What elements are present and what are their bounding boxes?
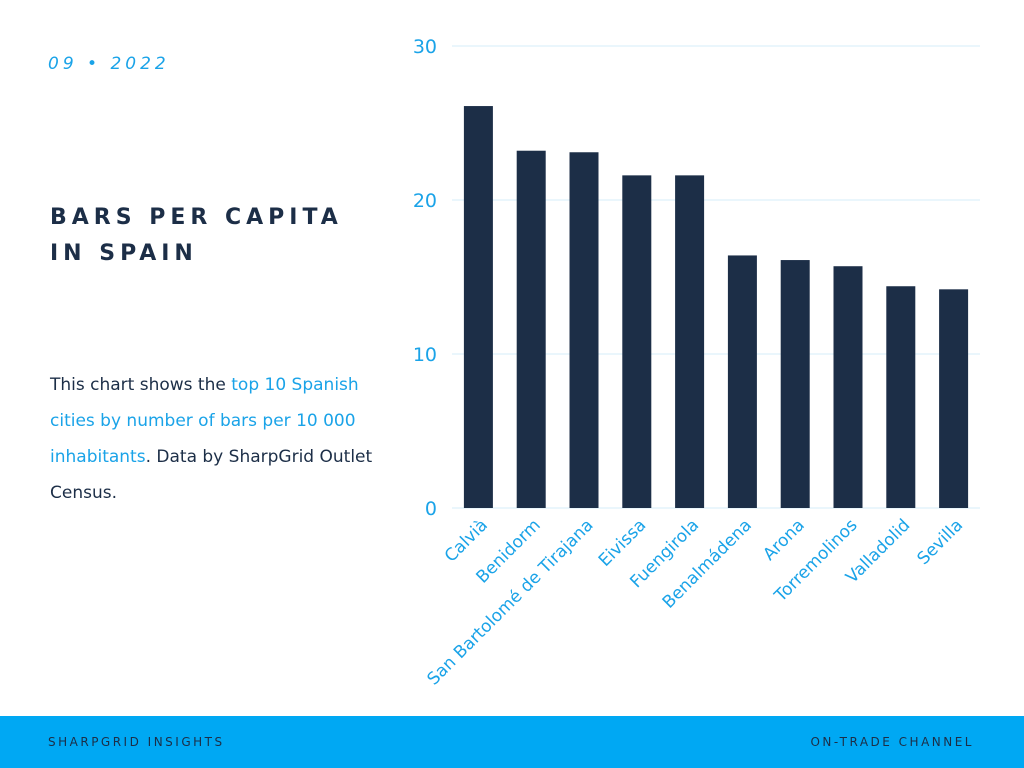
title-line-2: IN SPAIN: [50, 241, 198, 266]
y-tick-label: 20: [413, 190, 437, 212]
bar-5: [727, 255, 757, 508]
title-line-1: BARS PER CAPITA: [50, 205, 343, 230]
footer-channel: ON-TRADE CHANNEL: [810, 735, 974, 749]
footer-bar: SHARPGRID INSIGHTS ON-TRADE CHANNEL: [0, 716, 1024, 768]
x-tick-label: Sevilla: [913, 515, 967, 569]
chart-description: This chart shows the top 10 Spanish citi…: [50, 367, 395, 511]
bar-4: [675, 175, 705, 509]
bar-2: [569, 152, 599, 508]
y-tick-label: 10: [413, 344, 437, 366]
date-label: 09 • 2022: [48, 54, 170, 74]
bar-0: [463, 106, 493, 508]
chart-title: BARS PER CAPITA IN SPAIN: [50, 200, 390, 272]
bars: [463, 106, 969, 509]
x-tick-label: Calvià: [441, 515, 492, 566]
description-highlight: top 10 Spanish cities by number of bars …: [50, 375, 359, 467]
y-axis-ticks: 0 10 20 30: [413, 36, 437, 520]
bar-8: [886, 286, 916, 508]
description-text-1: This chart shows the: [50, 375, 232, 395]
bar-9: [939, 289, 969, 508]
bar-3: [622, 175, 652, 509]
footer-brand: SHARPGRID INSIGHTS: [48, 735, 225, 749]
x-tick-label: Arona: [759, 515, 808, 564]
y-tick-label: 0: [425, 498, 437, 520]
bar-6: [780, 260, 810, 508]
y-tick-label: 30: [413, 36, 437, 58]
bar-7: [833, 266, 863, 508]
description-text-2: . Data by SharpGrid Outlet Census.: [50, 447, 373, 503]
bar-1: [516, 150, 546, 508]
